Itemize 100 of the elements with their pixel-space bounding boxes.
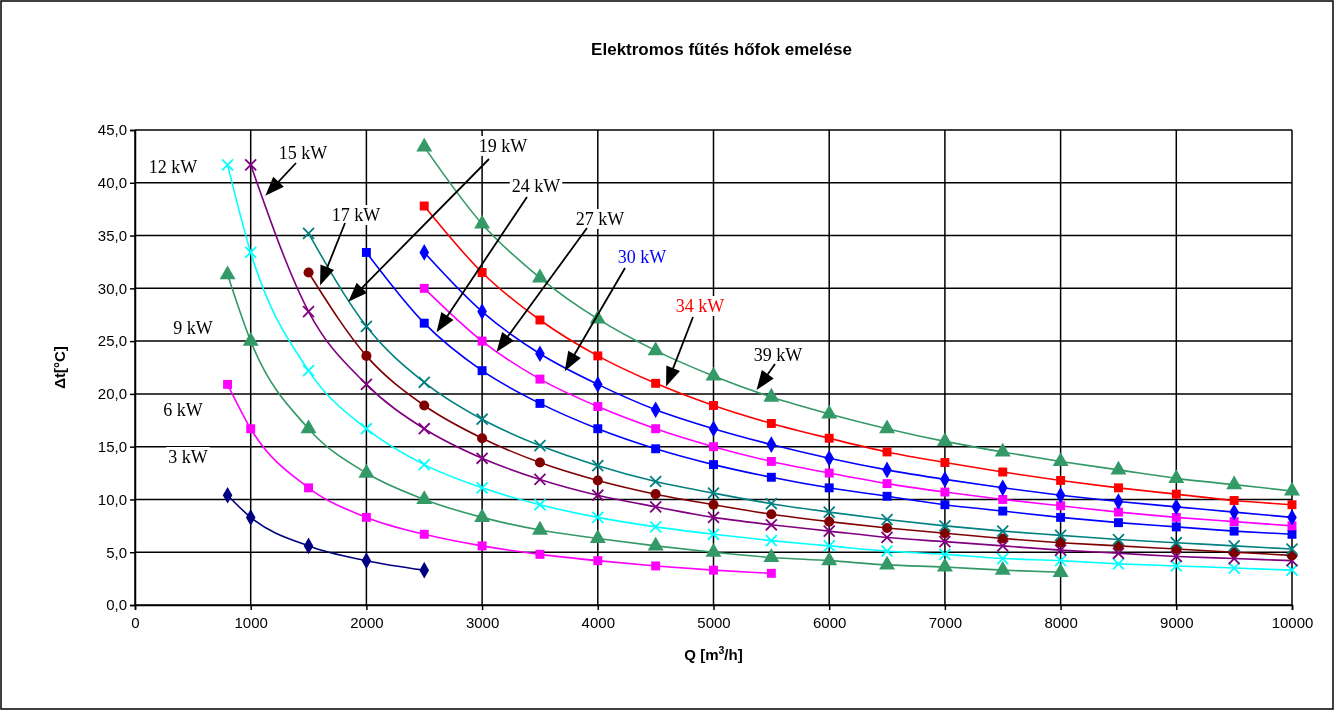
point <box>1229 526 1239 536</box>
y-tick-label: 45,0 <box>97 121 127 139</box>
point <box>649 500 663 514</box>
point <box>1169 536 1183 550</box>
point <box>650 489 661 500</box>
point <box>419 400 430 411</box>
y-tick-label: 30,0 <box>97 279 127 297</box>
point <box>591 511 605 524</box>
x-tick-label: 1000 <box>234 614 268 631</box>
point <box>766 509 777 520</box>
point <box>822 524 836 538</box>
x-axis-title: Q [m$^{3}$/h] <box>684 644 743 663</box>
point <box>1229 517 1239 527</box>
point <box>1285 542 1299 556</box>
point <box>1113 483 1123 493</box>
text: 17 kW <box>331 205 381 225</box>
point <box>1055 537 1066 548</box>
point <box>360 319 373 333</box>
point <box>302 305 315 318</box>
point <box>882 479 892 489</box>
series-label: 6 kW <box>163 400 203 420</box>
point <box>939 528 950 539</box>
y-tick-label: 0,0 <box>106 596 127 614</box>
point <box>707 511 720 524</box>
point <box>882 447 892 457</box>
point <box>1112 533 1125 546</box>
point <box>1227 561 1241 575</box>
point <box>882 522 893 533</box>
point <box>651 561 661 571</box>
point <box>419 529 429 539</box>
point <box>1285 554 1299 568</box>
point <box>938 519 952 533</box>
point <box>1056 475 1066 485</box>
point <box>940 458 950 467</box>
point <box>880 544 894 558</box>
x-tick-label: 10000 <box>1271 614 1314 631</box>
point <box>997 533 1008 544</box>
y-tick-label: 25,0 <box>97 332 127 350</box>
chart-title: Elektromos fűtés hőfok emelése <box>591 40 852 59</box>
point <box>477 336 487 346</box>
text: 19 kW <box>478 136 528 156</box>
point <box>764 497 778 511</box>
x-tick-label: 8000 <box>1044 614 1078 631</box>
x-tick-label: 5000 <box>697 614 731 631</box>
point <box>709 565 718 575</box>
point <box>998 467 1008 477</box>
point <box>996 524 1010 538</box>
point <box>593 424 603 434</box>
point <box>1113 507 1123 517</box>
x-tick-label: 3000 <box>465 614 500 631</box>
x-tick-label: 6000 <box>813 614 847 631</box>
point <box>996 552 1010 565</box>
point <box>419 201 429 211</box>
point <box>651 424 661 434</box>
point <box>709 460 718 470</box>
point <box>940 487 950 497</box>
point <box>882 491 892 501</box>
point <box>475 481 489 495</box>
point <box>419 283 429 293</box>
point <box>1229 496 1239 505</box>
point <box>221 158 234 172</box>
point <box>824 433 834 443</box>
point <box>708 499 719 510</box>
text: 34 kW <box>675 296 725 316</box>
point <box>1227 539 1241 553</box>
point <box>1171 512 1181 522</box>
point <box>419 318 429 328</box>
point <box>1056 501 1066 511</box>
point <box>477 433 488 444</box>
y-tick-label: 20,0 <box>97 385 127 403</box>
point <box>764 534 778 547</box>
point <box>1169 550 1183 563</box>
point <box>709 401 718 410</box>
point <box>535 549 545 559</box>
point <box>244 246 258 259</box>
point <box>302 227 315 240</box>
point <box>824 468 834 478</box>
x-tick-label: 4000 <box>581 614 615 631</box>
point <box>534 457 545 468</box>
point <box>1171 489 1181 499</box>
point <box>361 350 372 361</box>
point <box>938 547 952 561</box>
point <box>938 535 952 549</box>
point <box>880 513 894 526</box>
point <box>763 548 780 563</box>
point <box>223 379 233 389</box>
point <box>1054 528 1067 542</box>
point <box>1113 518 1123 528</box>
point <box>1169 559 1183 573</box>
point <box>651 444 661 454</box>
point <box>593 402 603 412</box>
point <box>1056 512 1066 522</box>
point <box>822 539 836 553</box>
point <box>709 442 718 452</box>
point <box>417 458 431 471</box>
point <box>591 488 605 502</box>
series-label: 9 kW <box>173 318 213 338</box>
x-tick-label: 7000 <box>928 614 963 631</box>
y-tick-label: 40,0 <box>97 174 127 192</box>
point <box>707 527 720 541</box>
